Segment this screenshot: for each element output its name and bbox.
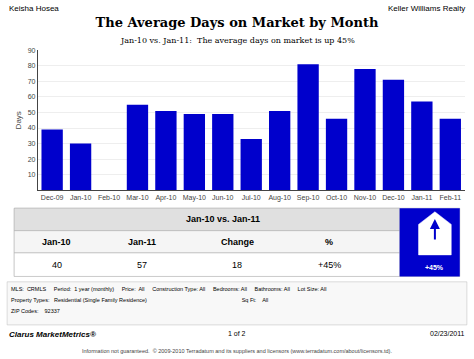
svg-text:Jun-10: Jun-10	[212, 194, 234, 201]
svg-text:Aug-10: Aug-10	[268, 194, 291, 202]
svg-text:10: 10	[28, 171, 36, 178]
svg-text:57: 57	[137, 260, 147, 270]
svg-text:Property Types: Residential: Property Types: Residential (Single Fami…	[11, 297, 268, 303]
svg-text:60: 60	[28, 93, 36, 100]
svg-text:02/23/2011: 02/23/2011	[430, 330, 465, 337]
svg-text:Keisha Hosea: Keisha Hosea	[9, 4, 59, 13]
svg-text:Apr-10: Apr-10	[155, 194, 176, 202]
svg-text:30: 30	[28, 140, 36, 147]
svg-text:Oct-10: Oct-10	[326, 194, 347, 201]
svg-text:Jan-10 vs. Jan-11: Jan-10 vs. Jan-11	[186, 214, 260, 224]
svg-text:50: 50	[28, 109, 36, 116]
svg-text:May-10: May-10	[183, 194, 206, 202]
svg-text:Sep-10: Sep-10	[297, 194, 320, 202]
svg-text:Jul-10: Jul-10	[242, 194, 261, 201]
svg-text:+45%: +45%	[425, 264, 444, 271]
svg-text:Nov-10: Nov-10	[354, 194, 377, 201]
svg-text:90: 90	[28, 47, 36, 54]
svg-text:Dec-09: Dec-09	[41, 194, 64, 201]
svg-text:Feb-10: Feb-10	[98, 194, 120, 201]
svg-text:Information not guaranteed. ©: Information not guaranteed. © 2009-2010 …	[82, 348, 392, 354]
svg-text:Keller Williams Realty: Keller Williams Realty	[388, 4, 465, 13]
svg-text:ZIP Codes: 92337: ZIP Codes: 92337	[11, 308, 60, 314]
svg-text:Dec-10: Dec-10	[382, 194, 405, 201]
svg-text:20: 20	[28, 156, 36, 163]
svg-text:MLS: CRMLS Period: 1 yea: MLS: CRMLS Period: 1 year (monthly) Pric…	[11, 286, 326, 292]
svg-text:40: 40	[28, 124, 36, 131]
svg-text:Jan-10 vs. Jan-11: The averag: Jan-10 vs. Jan-11: The average days on m…	[120, 36, 355, 45]
svg-text:Jan-10: Jan-10	[70, 194, 92, 201]
svg-text:1 of 2: 1 of 2	[228, 330, 246, 337]
svg-text:80: 80	[28, 62, 36, 69]
svg-text:18: 18	[232, 260, 242, 270]
svg-text:Change: Change	[221, 237, 254, 247]
svg-text:Mar-10: Mar-10	[126, 194, 148, 201]
svg-text:The Average Days on Market by: The Average Days on Market by Month	[96, 15, 379, 30]
svg-text:Feb-11: Feb-11	[439, 194, 461, 201]
svg-text:40: 40	[52, 260, 62, 270]
svg-text:Jan-10: Jan-10	[42, 237, 71, 247]
svg-text:Days: Days	[14, 111, 23, 129]
svg-text:70: 70	[28, 78, 36, 85]
svg-text:Jan-11: Jan-11	[128, 237, 156, 247]
svg-text:%: %	[325, 237, 333, 247]
svg-text:Clarus MarketMetrics®: Clarus MarketMetrics®	[9, 330, 96, 339]
svg-text:Jan-11: Jan-11	[411, 194, 432, 201]
svg-text:+45%: +45%	[318, 260, 341, 270]
